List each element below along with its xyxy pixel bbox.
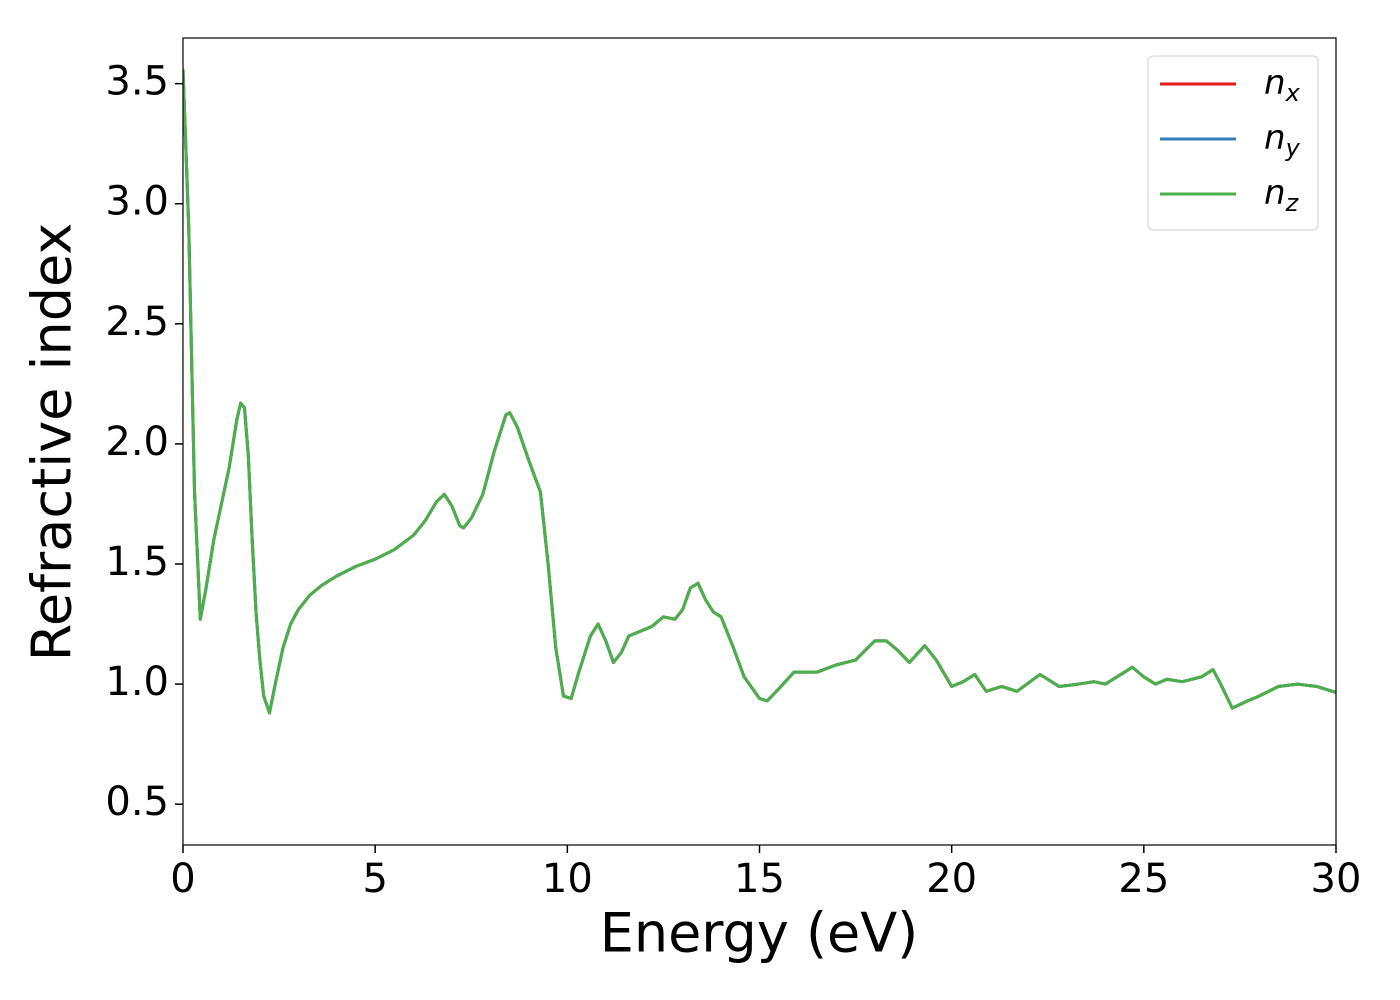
legend-frame (1147, 55, 1319, 231)
x-tick-label: 25 (1118, 856, 1169, 902)
y-tick-label: 3.0 (105, 179, 169, 225)
x-tick-label: 20 (926, 856, 977, 902)
x-tick-label: 5 (362, 856, 387, 902)
legend-label: ny (1264, 118, 1301, 163)
y-tick-label: 2.5 (105, 299, 169, 345)
y-tick-label: 3.5 (105, 59, 169, 105)
y-axis-label: Refractive index (21, 223, 84, 662)
series-line (183, 69, 1336, 715)
y-tick-label: 2.0 (105, 419, 169, 465)
y-tick-label: 1.5 (105, 539, 169, 585)
y-tick-label: 0.5 (105, 779, 169, 825)
x-tick-label: 30 (1311, 856, 1362, 902)
plot-frame (182, 37, 1337, 846)
y-tick-label: 1.0 (105, 659, 169, 705)
x-tick-label: 0 (170, 856, 195, 902)
legend-label: nx (1264, 63, 1301, 108)
legend-label: nz (1264, 173, 1300, 218)
x-tick-label: 10 (542, 856, 593, 902)
x-tick-label: 15 (734, 856, 785, 902)
x-axis-label: Energy (eV) (600, 902, 919, 965)
